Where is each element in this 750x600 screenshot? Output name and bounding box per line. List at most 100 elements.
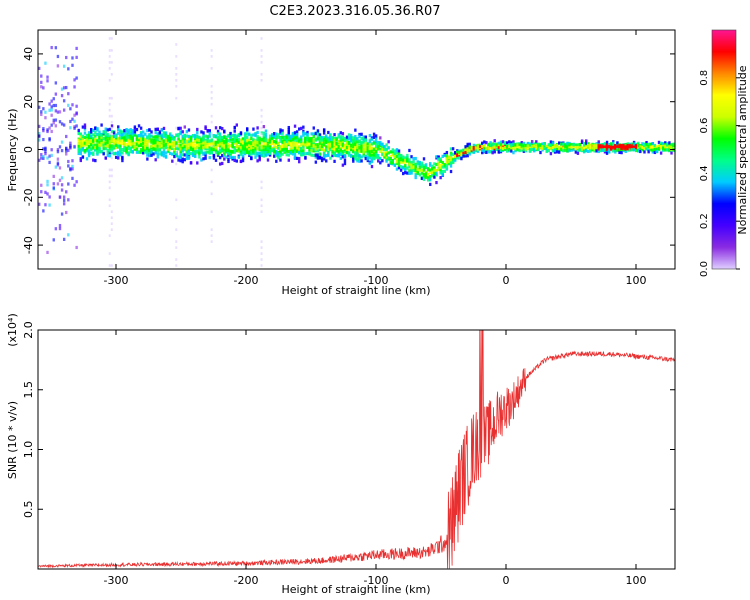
heatmap-cell	[67, 159, 70, 164]
heatmap-cell	[156, 127, 159, 131]
heatmap-cell	[391, 161, 394, 165]
heatmap-cell	[281, 144, 284, 148]
heatmap-cell	[414, 165, 417, 169]
heatmap-cell	[458, 153, 461, 157]
heatmap-cell	[110, 49, 113, 52]
heatmap-cell	[337, 153, 340, 158]
heatmap-cell	[187, 134, 191, 139]
heatmap-cell	[445, 163, 449, 168]
heatmap-cell	[62, 202, 66, 206]
heatmap-cell	[85, 147, 89, 151]
heatmap-cell	[177, 158, 180, 162]
heatmap-cell	[46, 75, 49, 79]
heatmap-cell	[316, 129, 320, 133]
heatmap-cell	[466, 147, 469, 151]
heatmap-cell	[420, 164, 424, 168]
heatmap-cell	[335, 145, 338, 149]
heatmap-cell	[300, 148, 303, 152]
heatmap-cell	[67, 233, 70, 237]
heatmap-cell	[194, 151, 197, 155]
heatmap-cell	[71, 167, 74, 171]
heatmap-cell	[270, 141, 274, 145]
heatmap-cell	[612, 144, 615, 148]
snr-y-tick-label: 2.0	[22, 321, 35, 339]
heatmap-cell	[470, 150, 474, 154]
heatmap-cell	[374, 136, 378, 141]
heatmap-cell	[50, 129, 53, 134]
heatmap-cell	[352, 159, 355, 163]
heatmap-cell	[454, 151, 457, 155]
heatmap-cell	[69, 126, 72, 130]
heatmap-cell	[291, 141, 295, 145]
heatmap-cell	[354, 151, 357, 155]
heatmap-cell	[119, 136, 122, 140]
heatmap-cell	[250, 137, 253, 141]
heatmap-cell	[295, 156, 299, 160]
heatmap-cell	[329, 135, 332, 139]
heatmap-cell	[605, 140, 609, 144]
heatmap-cell	[485, 146, 488, 151]
heatmap-cell	[110, 168, 113, 172]
heatmap-cell	[333, 138, 336, 143]
heatmap-cell	[117, 151, 120, 155]
heatmap-cell	[125, 130, 128, 134]
heatmap-cell	[356, 137, 359, 141]
heatmap-cell	[327, 136, 330, 140]
heatmap-cell	[481, 144, 484, 149]
heatmap-cell	[260, 78, 263, 82]
heatmap-cell	[339, 135, 342, 139]
heatmap-cell	[522, 144, 526, 148]
heatmap-cell	[549, 140, 553, 144]
heatmap-cell	[264, 129, 268, 133]
heatmap-cell	[489, 141, 492, 145]
heatmap-cell	[533, 148, 536, 152]
spectrogram-y-label: Frequency (Hz)	[6, 109, 19, 192]
heatmap-cell	[156, 132, 159, 136]
heatmap-cell	[381, 142, 384, 146]
heatmap-cell	[308, 136, 311, 141]
heatmap-cell	[216, 135, 220, 140]
heatmap-cell	[160, 144, 164, 148]
heatmap-cell	[404, 171, 407, 175]
heatmap-cell	[528, 149, 532, 153]
heatmap-cell	[148, 151, 151, 155]
heatmap-cell	[204, 142, 207, 146]
heatmap-cell	[439, 171, 442, 175]
heatmap-cell	[318, 139, 322, 143]
heatmap-cell	[356, 157, 359, 161]
heatmap-cell	[117, 140, 120, 144]
heatmap-cell	[98, 132, 101, 137]
heatmap-cell	[397, 166, 401, 170]
heatmap-cell	[547, 143, 550, 147]
heatmap-cell	[106, 136, 110, 140]
colorbar-frame	[711, 29, 737, 270]
heatmap-cell	[152, 141, 155, 145]
heatmap-cell	[58, 120, 62, 124]
heatmap-cell	[237, 139, 241, 143]
heatmap-cell	[127, 144, 130, 148]
heatmap-cell	[175, 150, 178, 154]
heatmap-cell	[198, 155, 201, 159]
heatmap-cell	[177, 140, 180, 144]
heatmap-cell	[254, 155, 257, 159]
heatmap-cell	[108, 114, 111, 118]
heatmap-cell	[123, 136, 126, 140]
heatmap-cell	[123, 146, 126, 150]
heatmap-cell	[104, 142, 107, 146]
heatmap-cell	[647, 142, 650, 146]
heatmap-cell	[260, 210, 263, 214]
heatmap-cell	[275, 135, 278, 139]
heatmap-cell	[250, 133, 253, 138]
heatmap-cell	[175, 228, 178, 231]
heatmap-cell	[127, 138, 130, 142]
heatmap-cell	[44, 146, 47, 150]
heatmap-cell	[553, 148, 557, 153]
heatmap-cell	[250, 151, 253, 155]
heatmap-cell	[331, 147, 334, 152]
heatmap-cell	[56, 64, 60, 68]
heatmap-cell	[148, 128, 151, 132]
heatmap-cell	[610, 145, 613, 149]
heatmap-cell	[343, 145, 347, 149]
heatmap-cell	[150, 153, 153, 157]
heatmap-cell	[106, 153, 110, 158]
